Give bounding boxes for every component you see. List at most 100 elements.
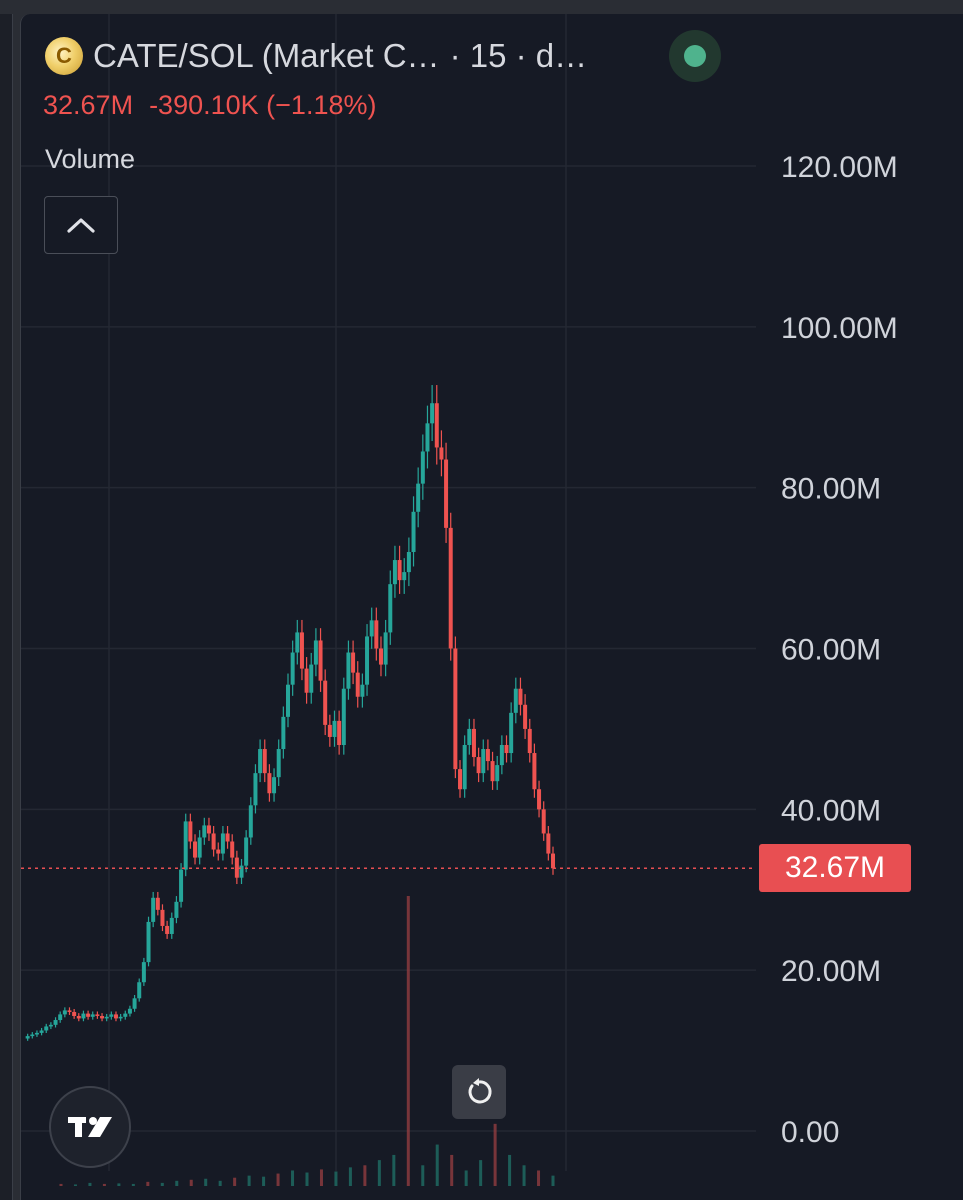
y-tick-label: 120.00M — [781, 151, 898, 184]
candle-body — [471, 728, 476, 758]
volume-bar — [262, 1176, 266, 1186]
volume-bar — [464, 1170, 468, 1186]
candle-body — [100, 1016, 105, 1019]
candle-body — [72, 1011, 77, 1017]
status-dot-icon — [684, 45, 706, 67]
candle-body — [430, 403, 435, 424]
symbol-pair[interactable]: CATE/SOL (Market C… — [93, 37, 440, 74]
volume-bar — [551, 1175, 555, 1186]
volume-bar — [276, 1173, 280, 1186]
volume-indicator-label[interactable]: Volume — [45, 144, 136, 174]
candle-body — [202, 825, 207, 838]
candle-body — [323, 680, 328, 725]
price-chart[interactable]: 120.00M 100.00M 80.00M 60.00M 40.00M 20.00M 0.… — [21, 14, 963, 1200]
candle-body — [220, 833, 225, 854]
candle-body — [532, 753, 537, 790]
candle-body — [351, 652, 356, 673]
candle-body — [151, 897, 156, 922]
volume-bar — [421, 1165, 425, 1186]
candle-body — [244, 837, 249, 866]
candle-body — [337, 720, 342, 745]
volume-bar — [233, 1177, 237, 1186]
volume-bar — [204, 1178, 208, 1186]
candle-body — [234, 857, 239, 878]
candle-body — [90, 1014, 95, 1017]
candle-body — [402, 572, 407, 581]
candle-body — [537, 789, 542, 810]
volume-bar — [406, 896, 410, 1186]
tradingview-logo-icon[interactable] — [49, 1086, 131, 1168]
volume-bar — [73, 1184, 77, 1186]
volume-bar — [117, 1183, 121, 1186]
y-tick-label: 60.00M — [781, 634, 881, 667]
candle-body — [360, 684, 365, 697]
candle-body — [267, 773, 272, 794]
candle-body — [146, 921, 151, 963]
candle-body — [81, 1013, 86, 1019]
candle-body — [113, 1014, 118, 1019]
candle-body — [420, 451, 425, 484]
candle-body — [444, 459, 449, 528]
candle-body — [193, 841, 198, 858]
candle-body — [86, 1013, 91, 1017]
candle-body — [332, 720, 337, 737]
volume-bar — [435, 1144, 439, 1186]
candle-body — [58, 1014, 63, 1021]
volume-bar — [493, 1123, 497, 1186]
candle-body — [67, 1010, 72, 1012]
candle-body — [165, 925, 170, 934]
y-tick-label: 40.00M — [781, 794, 881, 827]
candle-body — [197, 837, 202, 858]
left-panel-edge — [0, 14, 13, 1200]
candle-body — [304, 668, 309, 693]
candle-body — [141, 962, 146, 983]
price-change-row: 32.67M -390.10K (−1.18%) — [43, 90, 376, 121]
chevron-up-icon — [67, 218, 95, 233]
candle-body — [295, 632, 300, 653]
candle-body — [299, 632, 304, 669]
candle-body — [169, 917, 174, 934]
volume-bar — [450, 1154, 454, 1186]
volume-bar — [247, 1175, 251, 1186]
candle-body — [425, 423, 430, 452]
symbol-header[interactable]: C CATE/SOL (Market C… · 15 · d… — [45, 36, 587, 76]
candle-body — [499, 745, 504, 766]
candle-body — [485, 749, 490, 762]
candle-body — [392, 560, 397, 585]
chart-panel[interactable]: 120.00M 100.00M 80.00M 60.00M 40.00M 20.00M 0.… — [20, 14, 963, 1200]
candle-body — [551, 853, 555, 869]
candle-body — [541, 809, 546, 834]
volume-bar — [102, 1183, 106, 1186]
symbol-interval[interactable]: · 15 · d… — [449, 37, 588, 74]
candle-body — [132, 998, 137, 1009]
candle-body — [25, 1036, 30, 1039]
candle-body — [95, 1014, 100, 1017]
candle-body — [458, 769, 463, 790]
candle-body — [490, 761, 495, 782]
reset-chart-button[interactable] — [452, 1065, 506, 1119]
collapse-indicators-button[interactable] — [44, 196, 118, 254]
volume-bar — [59, 1183, 63, 1186]
candle-body — [448, 527, 453, 649]
candle-body — [155, 897, 160, 910]
candle-body — [276, 749, 281, 778]
candle-body — [476, 757, 481, 774]
volume-bar — [218, 1180, 222, 1186]
candle-body — [355, 672, 360, 697]
tradingview-mark — [68, 1117, 112, 1137]
market-status-indicator[interactable] — [669, 30, 721, 82]
candle-body — [318, 640, 323, 681]
volume-bar — [537, 1170, 541, 1186]
price-change-value: -390.10K (−1.18%) — [149, 90, 376, 121]
y-tick-label: 0.00 — [781, 1116, 839, 1149]
candle-body — [34, 1032, 39, 1035]
volume-bar — [146, 1181, 150, 1186]
candle-body — [39, 1030, 44, 1033]
candle-body — [374, 620, 379, 649]
y-tick-label: 20.00M — [781, 955, 881, 988]
candle-body — [188, 821, 193, 842]
candle-body — [313, 640, 318, 665]
candle-body — [127, 1008, 132, 1014]
candle-body — [309, 664, 314, 693]
